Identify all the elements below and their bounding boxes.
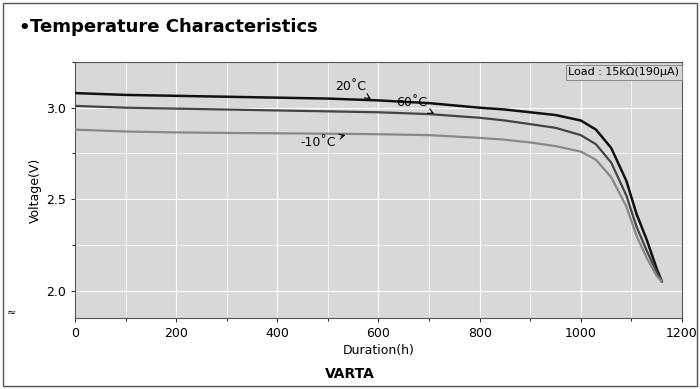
- Text: Temperature Characteristics: Temperature Characteristics: [30, 18, 318, 36]
- Text: VARTA: VARTA: [325, 367, 375, 381]
- Text: Load : 15kΩ(190μA): Load : 15kΩ(190μA): [568, 67, 680, 77]
- X-axis label: Duration(h): Duration(h): [342, 344, 414, 357]
- Y-axis label: Voltage(V): Voltage(V): [29, 158, 42, 223]
- Text: 60˚C: 60˚C: [396, 96, 433, 113]
- Text: ≈: ≈: [6, 308, 16, 317]
- Text: 20˚C: 20˚C: [335, 81, 370, 98]
- Text: -10˚C: -10˚C: [300, 134, 344, 149]
- Text: •: •: [18, 19, 29, 37]
